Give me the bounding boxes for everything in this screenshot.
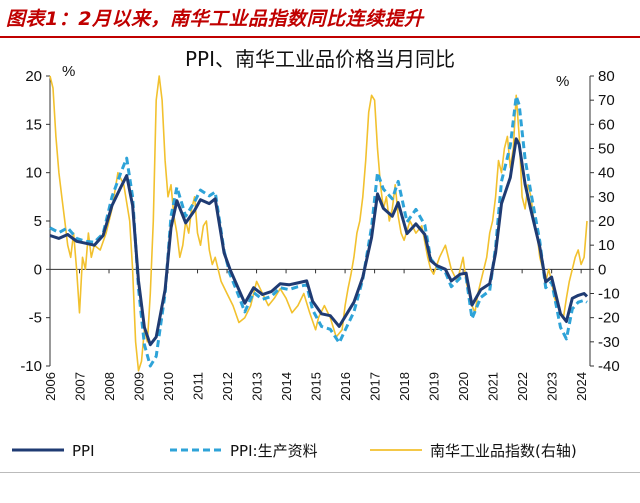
x-tick-label: 2022	[515, 372, 530, 401]
right-tick-label: 50	[598, 141, 615, 158]
x-tick-label: 2019	[427, 372, 442, 401]
x-tick-label: 2010	[161, 372, 176, 401]
figure-title: 图表1：2月以来，南华工业品指数同比连续提升	[6, 8, 424, 30]
left-tick-label: 0	[34, 261, 42, 278]
x-tick-label: 2021	[486, 372, 501, 401]
right-tick-label: -20	[598, 310, 620, 327]
x-tick-label: 2018	[397, 372, 412, 401]
left-tick-label: -10	[20, 358, 42, 375]
right-tick-label: 10	[598, 237, 615, 254]
x-tick-label: 2007	[73, 372, 88, 401]
x-tick-label: 2008	[102, 372, 117, 401]
x-tick-label: 2017	[368, 372, 383, 401]
x-tick-label: 2016	[338, 372, 353, 401]
right-tick-label: 70	[598, 92, 615, 109]
right-tick-label: 60	[598, 116, 615, 133]
legend-label-1: PPI:生产资料	[230, 442, 318, 460]
right-tick-label: -30	[598, 334, 620, 351]
right-tick-label: -40	[598, 358, 620, 375]
legend-label-0: PPI	[72, 442, 95, 460]
left-axis-unit: %	[62, 63, 75, 80]
x-tick-label: 2015	[309, 372, 324, 401]
right-tick-label: 0	[598, 261, 606, 278]
left-tick-label: 5	[34, 213, 42, 230]
right-tick-label: 20	[598, 213, 615, 230]
right-tick-label: -10	[598, 286, 620, 303]
x-tick-label: 2023	[545, 372, 560, 401]
legend-label-2: 南华工业品指数(右轴)	[430, 442, 577, 460]
x-tick-label: 2006	[43, 372, 58, 401]
left-tick-label: 10	[25, 165, 42, 182]
title-rule	[0, 36, 640, 38]
x-tick-label: 2020	[456, 372, 471, 401]
left-tick-label: 20	[25, 68, 42, 85]
x-tick-label: 2024	[574, 372, 589, 401]
series-line-0	[49, 137, 589, 347]
x-tick-label: 2012	[220, 372, 235, 401]
right-tick-label: 40	[598, 165, 615, 182]
x-tick-label: 2014	[279, 372, 294, 401]
legend: PPI PPI:生产资料 南华工业品指数(右轴)	[12, 442, 577, 460]
right-tick-label: 30	[598, 189, 615, 206]
chart-title: PPI、南华工业品价格当月同比	[185, 47, 455, 71]
left-tick-label: 15	[25, 116, 42, 133]
series-line-1	[49, 94, 588, 368]
series-group	[49, 75, 589, 372]
right-tick-label: 80	[598, 68, 615, 85]
left-tick-label: -5	[29, 310, 42, 327]
right-axis-unit: %	[556, 73, 569, 90]
x-tick-label: 2009	[132, 372, 147, 401]
x-tick-label: 2013	[250, 372, 265, 401]
x-tick-label: 2011	[191, 372, 206, 400]
bottom-rule	[0, 472, 640, 473]
series-line-2	[49, 75, 588, 372]
axes-group: -10 -5 0 5 10 15 20 -40 -30 -20 -10 0 10 20 30 40 50 60 70…	[20, 68, 619, 401]
